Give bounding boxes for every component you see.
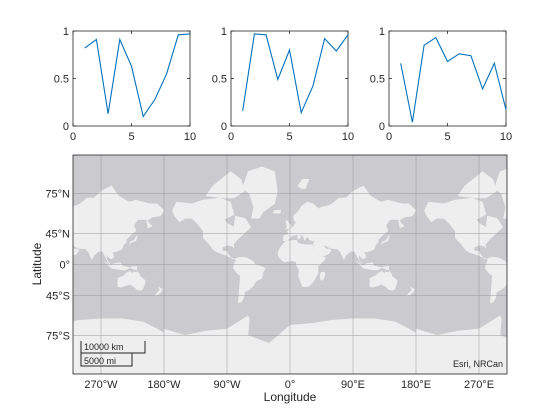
y-tick-label: 0 [63, 121, 69, 133]
y-tick-label: 1 [221, 26, 227, 38]
longitude-tick-label: 180°W [147, 379, 181, 391]
subplot-2: 0 5 10 0 0.5 1 [212, 26, 354, 143]
y-tick-label: 1 [63, 26, 69, 38]
x-tick-label: 5 [444, 131, 450, 143]
land-svalbard [297, 179, 310, 189]
plot-area [230, 30, 349, 127]
y-tick-label: 0 [379, 121, 385, 133]
land-australia [369, 270, 398, 291]
series-line [84, 33, 191, 118]
map-attribution: Esri, NRCan [453, 359, 503, 369]
y-tick-label: 1 [379, 26, 385, 38]
map-x-axis-label: Longitude [264, 390, 317, 404]
y-tick-label: 0.5 [370, 74, 385, 86]
land-greenland [242, 166, 278, 219]
land-south-america [233, 256, 266, 304]
x-tick-label: 0 [70, 131, 76, 143]
land-arctic-islands [205, 171, 245, 199]
scale-bar-km-label: 10000 km [84, 342, 124, 352]
land-japan [380, 234, 390, 245]
subplots: 0 5 1000.510 5 1000.510 5 1000.51 [54, 26, 512, 143]
x-tick-label: 10 [500, 131, 512, 143]
plot-area [72, 30, 191, 127]
scale-bar-km-line [80, 341, 146, 354]
land-eurasia [73, 185, 165, 265]
scale-bar-mi-label: 5000 mi [84, 356, 116, 366]
plot-area [388, 30, 507, 127]
series-line [242, 33, 349, 115]
longitude-tick-label: 270°W [84, 379, 118, 391]
latitude-tick-label: 75°S [46, 330, 70, 342]
land-australia [117, 270, 146, 291]
land-eurasia [282, 185, 417, 265]
land-indonesia [356, 261, 389, 271]
land-arctic-islands [457, 171, 497, 199]
x-tick-label: 0 [386, 131, 392, 143]
x-tick-label: 5 [128, 131, 134, 143]
land-japan [128, 234, 138, 245]
latitude-tick-label: 45°N [45, 229, 70, 241]
y-tick-label: 0.5 [54, 74, 69, 86]
subplot-3: 0 5 10 0 0.5 1 [370, 26, 512, 143]
longitude-tick-label: 90°E [341, 379, 365, 391]
longitude-tick-label: 0° [285, 379, 296, 391]
land-greenland [494, 168, 507, 219]
map-frame [72, 154, 508, 375]
map-axes: 270°W 180°W 90°W 0° 90°E 180°E 270°E 75°N 45°N 0°… [30, 154, 508, 404]
latitude-tick-label: 0° [59, 260, 70, 272]
scale-bar: 10000 km 5000 mi [80, 341, 146, 367]
latitude-tick-label: 75°N [45, 189, 70, 201]
longitude-tick-label: 270°E [464, 379, 494, 391]
latitude-tick-label: 45°S [46, 290, 70, 302]
x-tick-label: 5 [286, 131, 292, 143]
graticule [73, 155, 507, 374]
land-madagascar [319, 271, 326, 281]
x-tick-label: 0 [228, 131, 234, 143]
series-line [400, 36, 507, 123]
subplot-1: 0 5 10 0 0.5 1 [54, 26, 196, 143]
x-tick-label: 10 [184, 131, 196, 143]
longitude-tick-label: 90°W [213, 379, 241, 391]
land-north-america [172, 197, 252, 260]
longitude-tick-label: 180°E [401, 379, 431, 391]
y-tick-label: 0.5 [212, 74, 227, 86]
y-tick-label: 0 [221, 121, 227, 133]
map-tick-labels: 270°W 180°W 90°W 0° 90°E 180°E 270°E 75°N 45°N 0°… [45, 189, 494, 391]
scale-bar-mi-line [80, 353, 133, 367]
x-tick-label: 10 [342, 131, 354, 143]
land-indonesia [104, 261, 137, 271]
land-iceland [272, 210, 282, 214]
map-y-axis-label: Latitude [30, 242, 44, 285]
land-north-america [424, 197, 504, 260]
